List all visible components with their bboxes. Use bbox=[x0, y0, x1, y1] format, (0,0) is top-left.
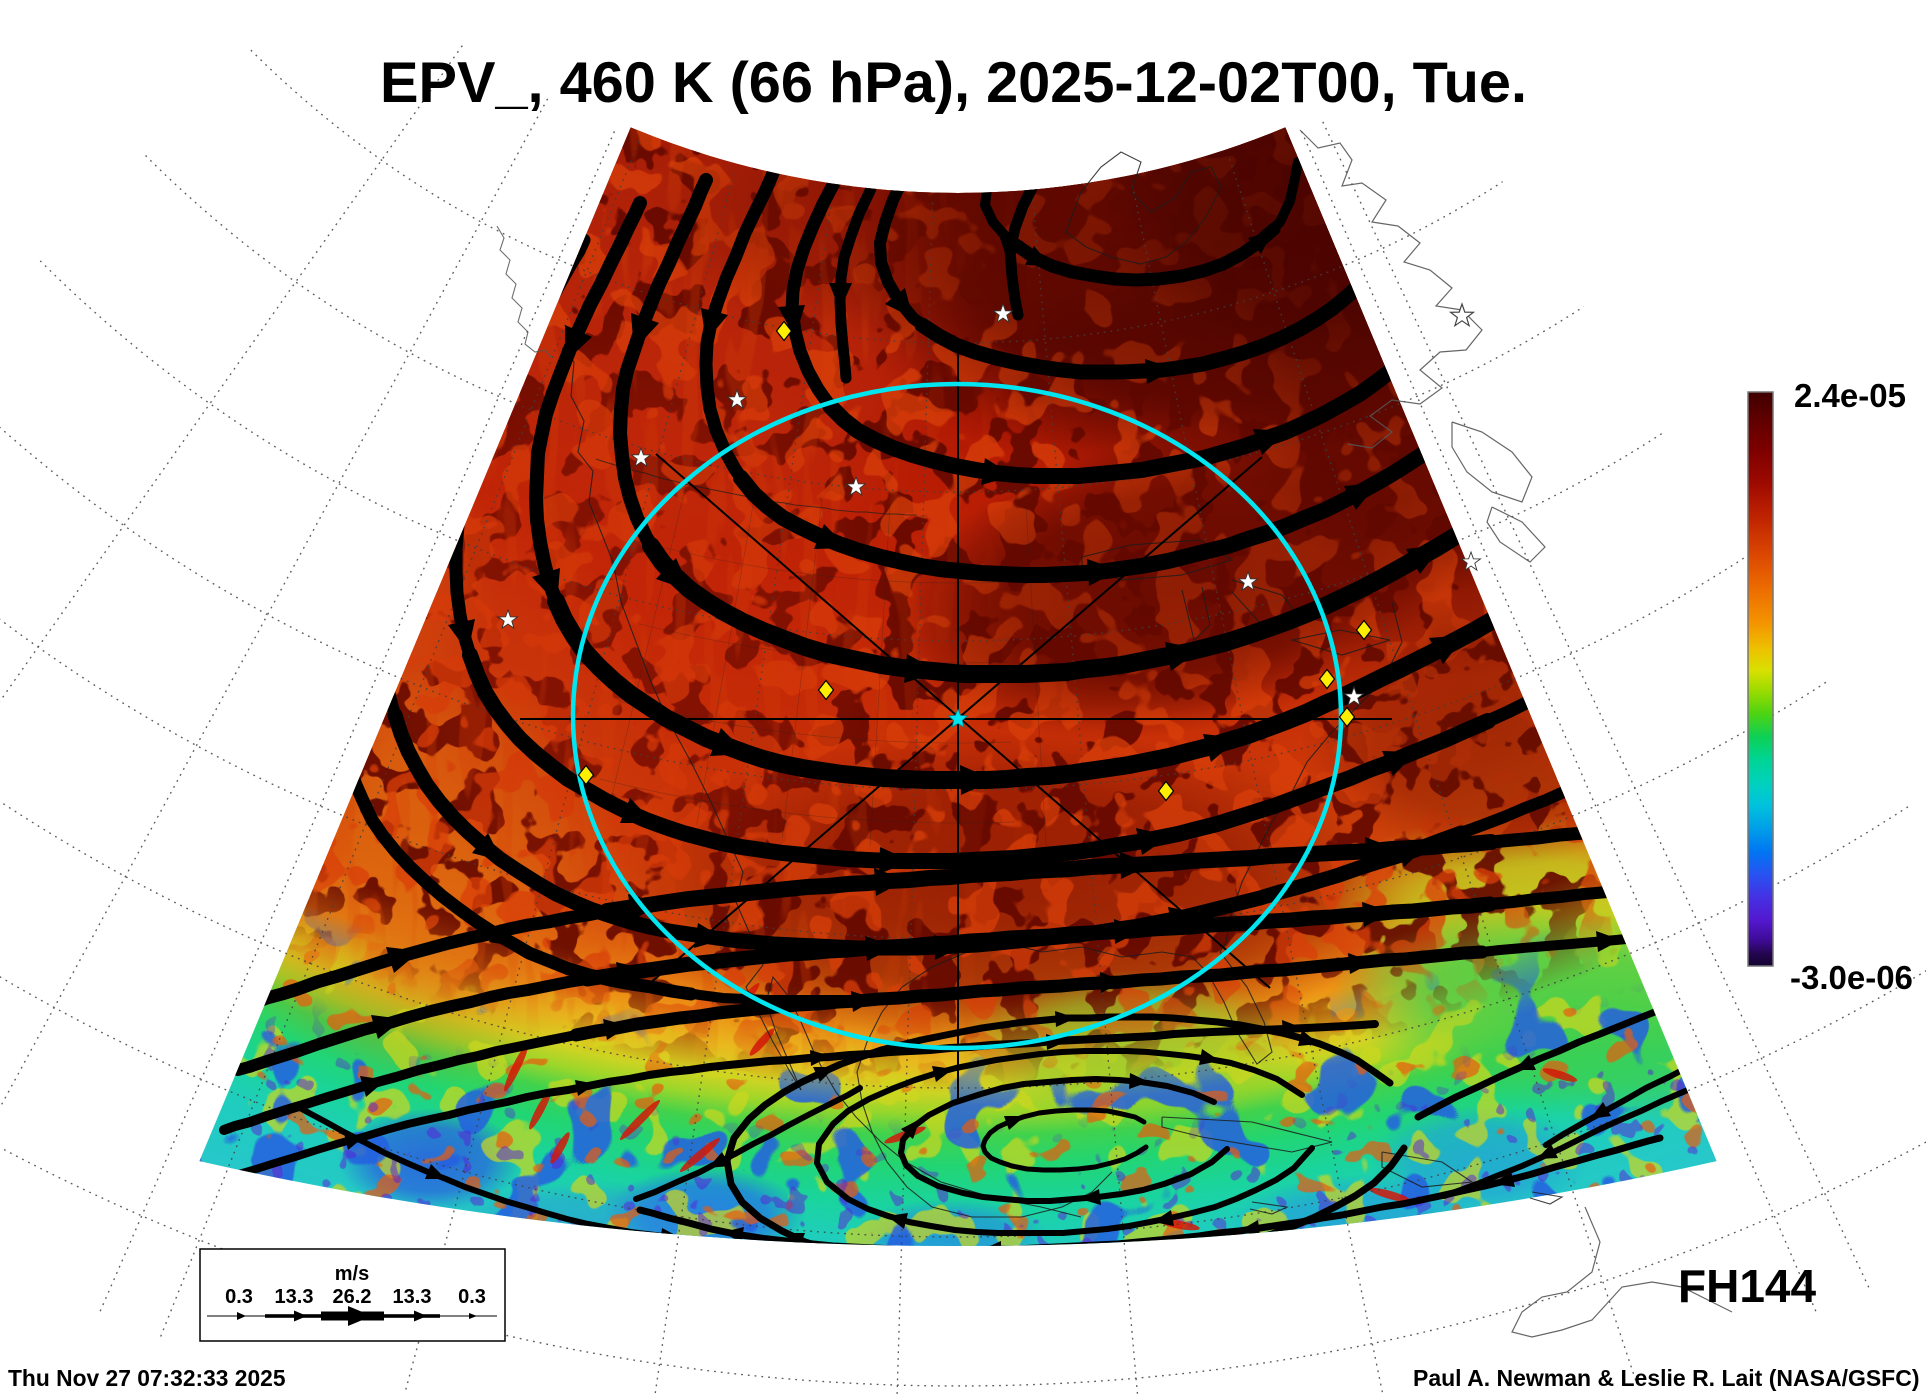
svg-text:m/s: m/s bbox=[335, 1263, 369, 1285]
svg-text:Thu Nov 27 07:32:33 2025: Thu Nov 27 07:32:33 2025 bbox=[8, 1365, 286, 1391]
svg-text:13.3: 13.3 bbox=[393, 1286, 432, 1308]
svg-text:-3.0e-06: -3.0e-06 bbox=[1790, 959, 1913, 996]
svg-text:Paul A. Newman & Leslie R. Lai: Paul A. Newman & Leslie R. Lait (NASA/GS… bbox=[1413, 1365, 1920, 1391]
svg-text:2.4e-05: 2.4e-05 bbox=[1794, 377, 1906, 414]
svg-text:13.3: 13.3 bbox=[275, 1286, 314, 1308]
svg-text:26.2: 26.2 bbox=[333, 1286, 372, 1308]
svg-text:0.3: 0.3 bbox=[225, 1286, 253, 1308]
svg-text:EPV_, 460 K (66 hPa), 2025-12-: EPV_, 460 K (66 hPa), 2025-12-02T00, Tue… bbox=[380, 51, 1527, 115]
svg-text:0.3: 0.3 bbox=[458, 1286, 486, 1308]
svg-text:FH144: FH144 bbox=[1678, 1260, 1816, 1312]
